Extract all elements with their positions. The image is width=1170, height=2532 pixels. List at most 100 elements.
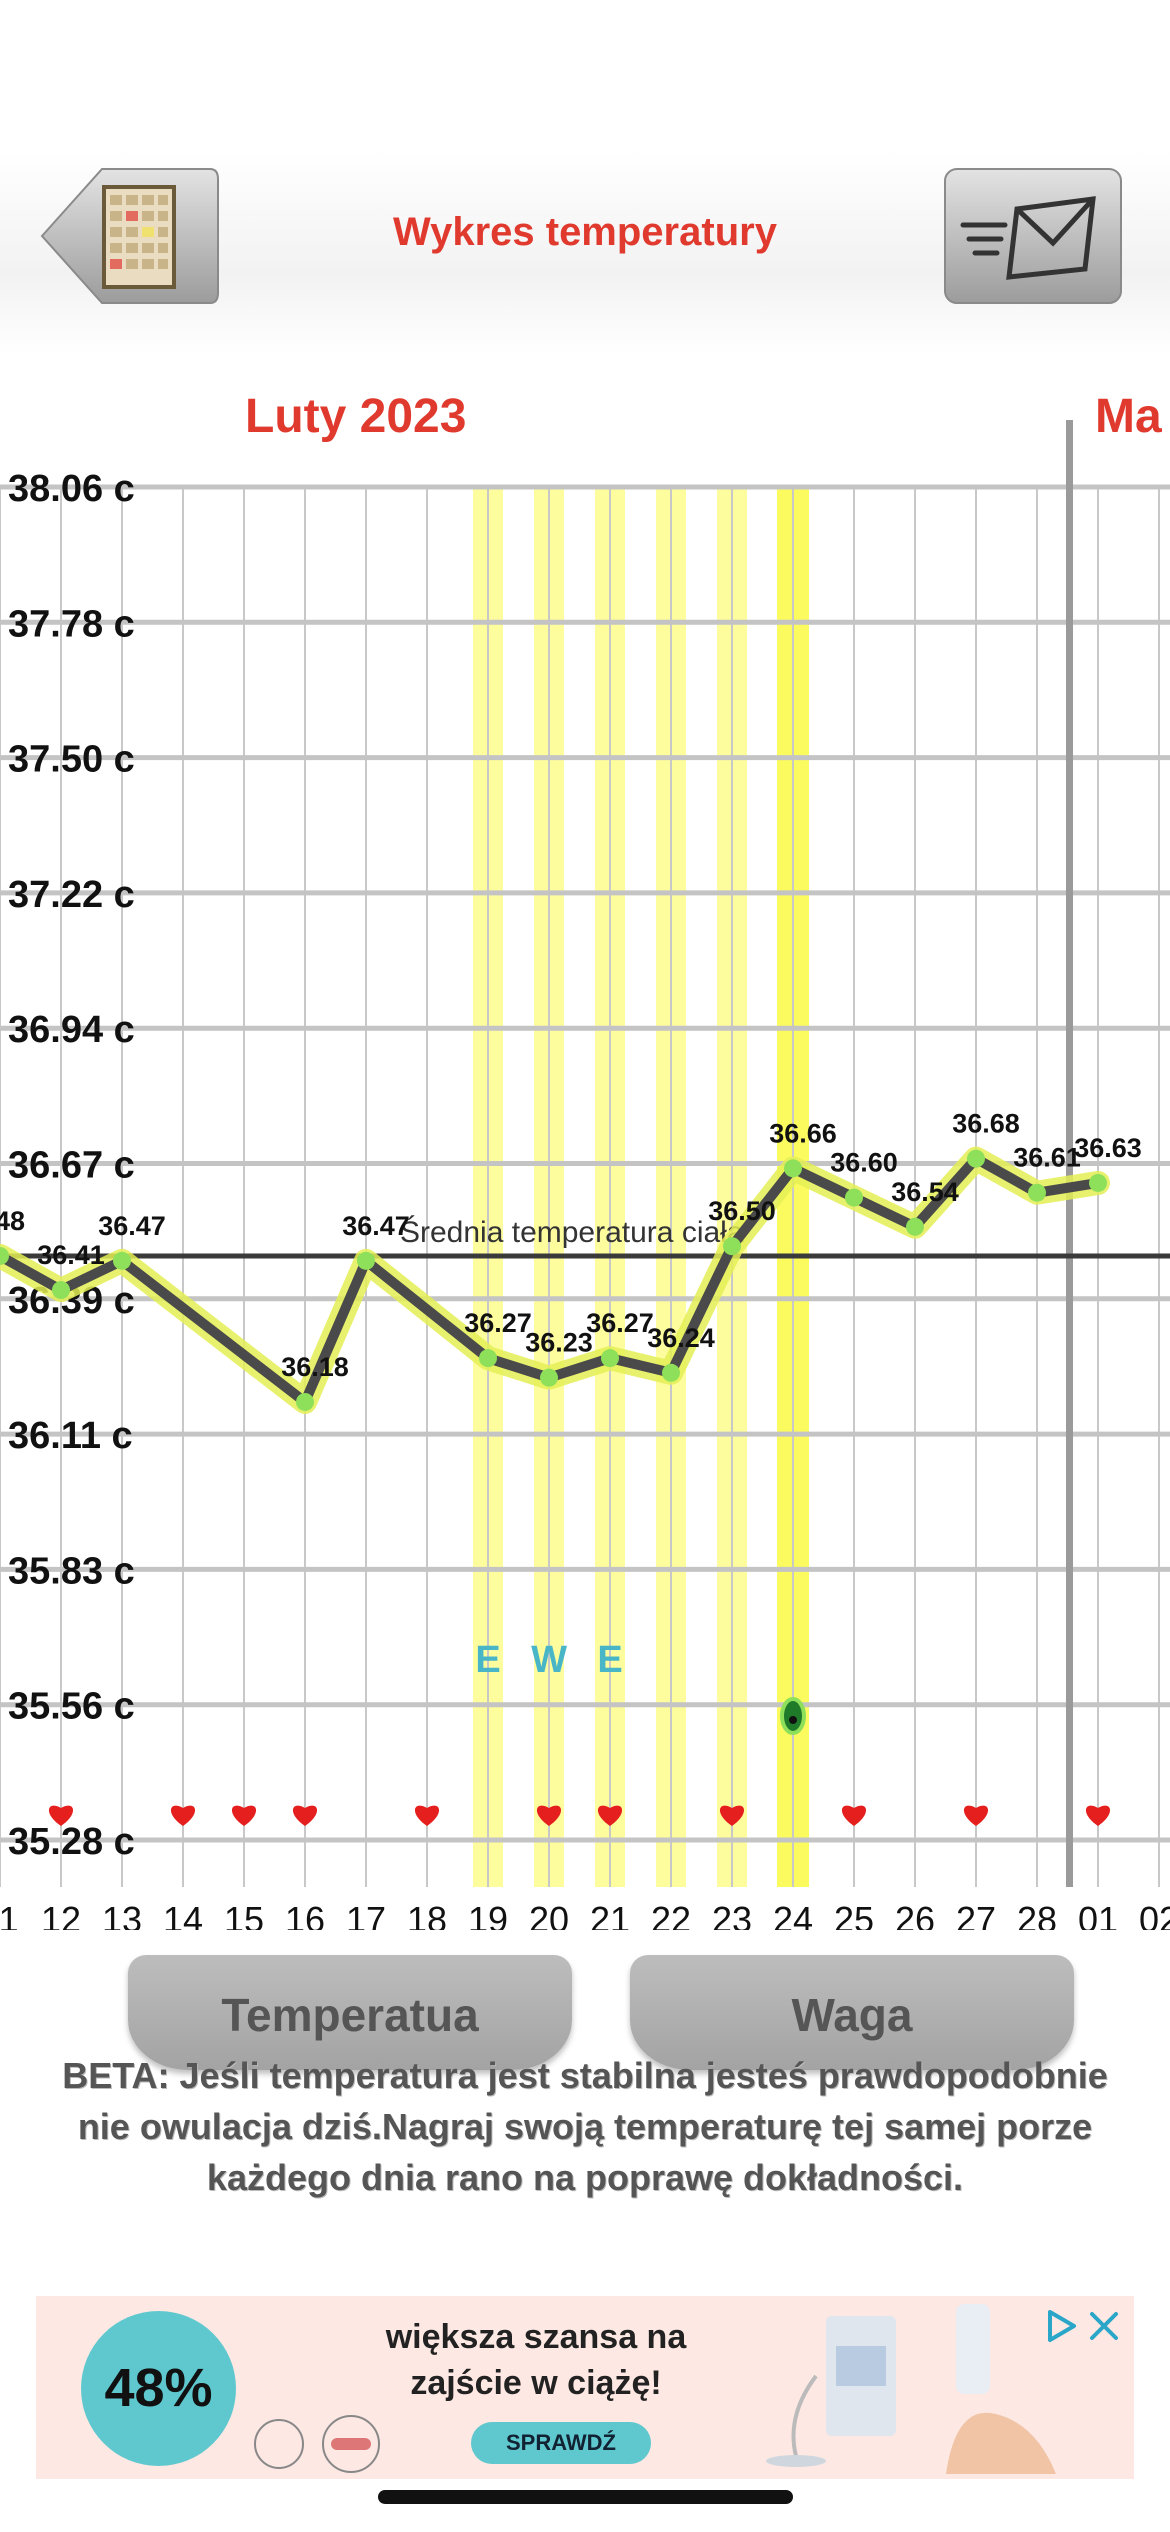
ad-cta-button[interactable]: SPRAWDŹ [471,2422,651,2464]
x-tick-label: 28 [1017,1899,1057,1930]
y-tick-label: 36.67 c [8,1145,135,1187]
data-label: 36.24 [647,1323,715,1353]
data-label: 36.60 [830,1148,898,1178]
ad-percent: 48% [81,2311,236,2466]
y-tick-label: 35.83 c [8,1550,135,1592]
data-label: 36.18 [281,1352,349,1382]
adchoices-icon[interactable] [1042,2306,1082,2346]
y-tick-label: 36.94 c [8,1009,135,1051]
fertility-marker: E [475,1639,500,1681]
x-tick-label: 13 [102,1899,142,1930]
temperature-button-label: Temperatua [221,1989,479,2041]
ad-headline-line-1: większa szansa na [385,2318,687,2356]
y-tick-label: 36.11 c [8,1415,133,1457]
ad-headline: większa szansa na zajście w ciążę! [336,2314,736,2406]
ad-product-image [766,2316,896,2467]
heart-icon [170,1805,196,1826]
data-point [601,1349,619,1368]
y-tick-label: 37.78 c [8,603,135,645]
x-tick-label: 15 [224,1899,264,1930]
data-label: 36.61 [1013,1143,1081,1173]
heart-icon [292,1805,318,1826]
temperature-button[interactable]: Temperatua [128,1955,572,2070]
x-tick-label: 14 [163,1899,203,1930]
fertility-marker: W [531,1639,567,1681]
data-label: 36.23 [525,1328,593,1358]
ad-close-icon[interactable] [1086,2308,1122,2344]
data-label: 36.63 [1074,1133,1142,1163]
x-tick-label: 11 [0,1899,19,1930]
data-point [357,1251,375,1270]
ad-hand-image [946,2304,1056,2474]
data-point [967,1149,985,1168]
data-point [906,1217,924,1236]
data-label: 36.68 [952,1109,1020,1139]
data-point [113,1251,131,1270]
data-label: 36.54 [891,1177,959,1207]
x-tick-label: 16 [285,1899,325,1930]
x-tick-label: 22 [651,1899,691,1930]
heart-icon [597,1805,623,1826]
x-tick-label: 26 [895,1899,935,1930]
data-point [662,1363,680,1382]
x-tick-label: 19 [468,1899,508,1930]
x-tick-label: 21 [590,1899,630,1930]
x-tick-label: 25 [834,1899,874,1930]
x-tick-label: 23 [712,1899,752,1930]
data-point [1028,1183,1046,1202]
ad-banner[interactable]: 48% większa szansa na zajście w ciążę! S… [36,2296,1134,2479]
month-label: Ma [1095,390,1162,443]
ovulation-egg-icon [789,1716,797,1724]
data-label: 36.66 [769,1118,837,1148]
data-label: 36.50 [708,1196,776,1226]
data-point [479,1349,497,1368]
fertility-marker: E [597,1639,622,1681]
heart-icon [963,1805,989,1826]
weight-button[interactable]: Waga [630,1955,1074,2070]
heart-icon [48,1805,74,1826]
data-label: 48 [0,1206,25,1236]
heart-icon [1085,1805,1111,1826]
ad-headline-line-2: zajście w ciążę! [410,2364,662,2402]
calendar-icon [40,168,219,304]
average-label: Średnia temperatura ciała [400,1215,744,1249]
month-label: Luty 2023 [245,390,466,443]
data-label: 36.47 [98,1211,166,1241]
heart-icon [719,1805,745,1826]
data-point [52,1281,70,1300]
data-point [540,1368,558,1387]
data-label: 36.27 [586,1308,654,1338]
y-tick-label: 37.50 c [8,739,135,781]
data-label: 36.27 [464,1308,532,1338]
heart-icon [536,1805,562,1826]
data-point [0,1246,9,1265]
y-tick-label: 35.56 c [8,1686,135,1728]
data-label: 36.47 [342,1211,410,1241]
y-tick-label: 38.06 c [8,468,135,510]
data-point [1089,1173,1107,1192]
data-point [723,1237,741,1256]
x-tick-label: 20 [529,1899,569,1930]
x-tick-label: 18 [407,1899,447,1930]
x-tick-label: 27 [956,1899,996,1930]
back-button[interactable] [40,165,220,307]
y-tick-label: 35.28 c [8,1821,135,1863]
y-tick-label: 37.22 c [8,874,135,916]
temperature-chart: Luty 2023 Ma 38.06 c 37.78 c 37.50 c 37.22 c 3… [0,390,1170,1930]
series-line [0,1153,1103,1407]
page-title: Wykres temperatury [393,210,777,254]
weight-button-label: Waga [791,1989,913,2041]
data-point [784,1159,802,1178]
x-tick-label: 24 [773,1899,813,1930]
heart-icon [231,1805,257,1826]
heart-icon [414,1805,440,1826]
send-button[interactable] [943,165,1123,307]
data-point [845,1188,863,1207]
data-point [296,1392,314,1411]
x-tick-label: 17 [346,1899,386,1930]
x-tick-label: 02 [1139,1899,1170,1930]
mail-send-icon [944,168,1122,304]
beta-notice: BETA: Jeśli temperatura jest stabilna je… [62,2055,1108,2198]
home-indicator [378,2490,793,2504]
heart-icon [841,1805,867,1826]
